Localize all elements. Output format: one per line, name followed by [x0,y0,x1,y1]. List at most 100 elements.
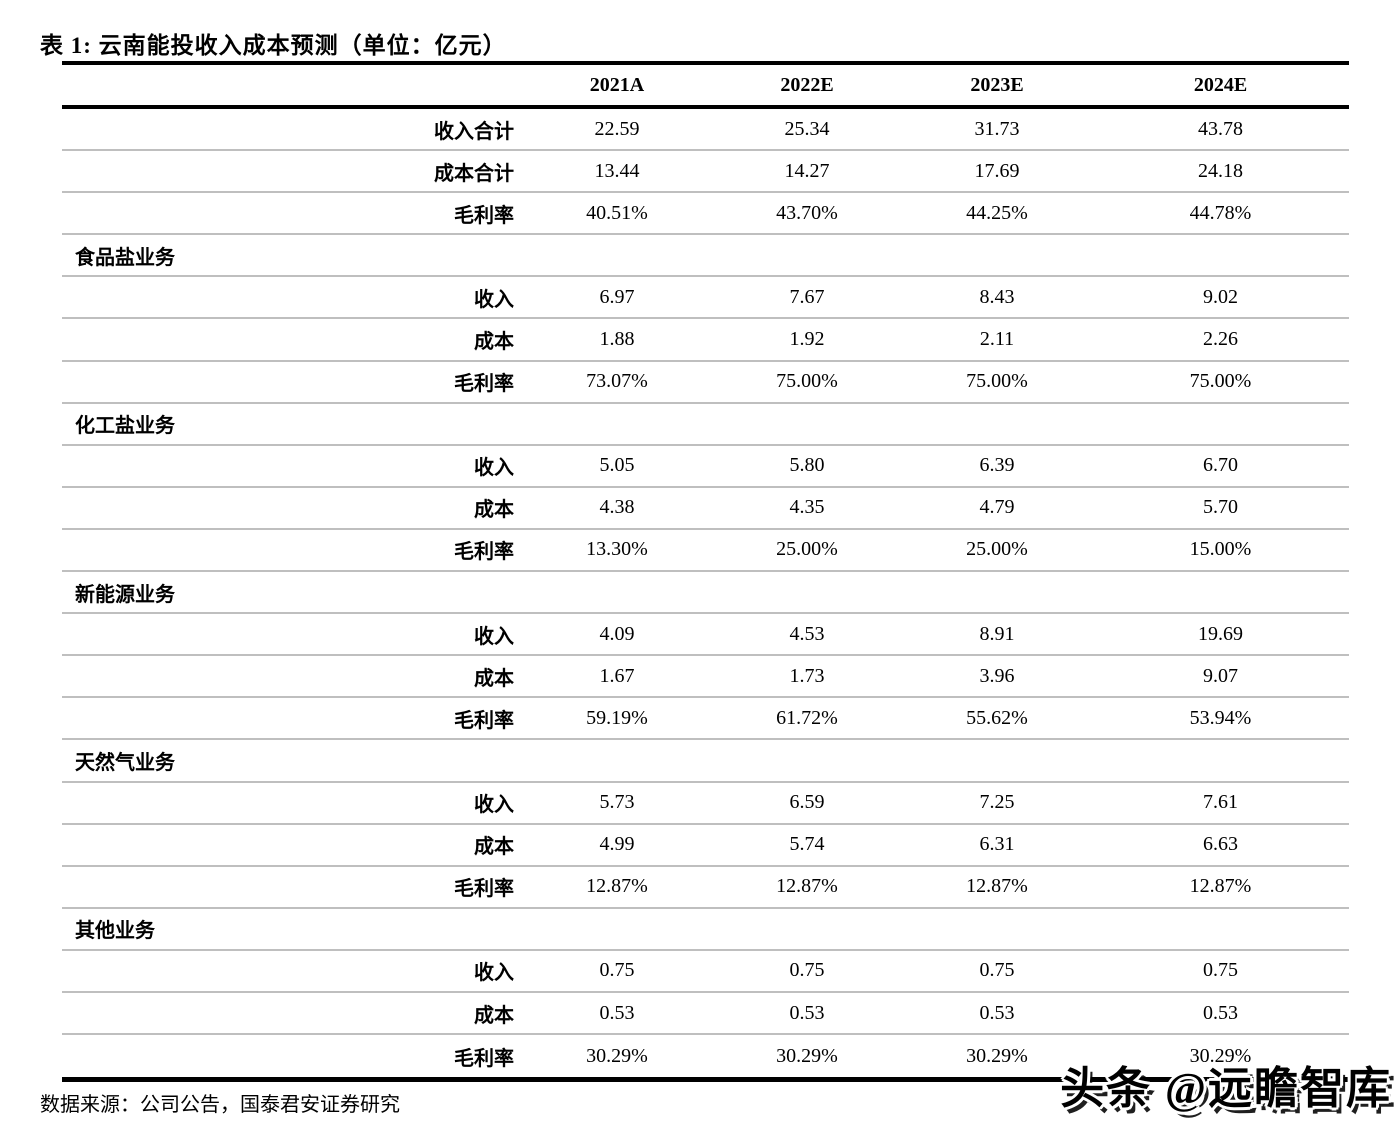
value-cell: 59.19% [586,706,648,729]
row-label: 毛利率 [454,204,514,227]
value-cell: 30.29% [586,1044,648,1067]
table-row: 收入 6.97 7.67 8.43 9.02 [62,277,1349,320]
table-row: 毛利率 12.87% 12.87% 12.87% 12.87% [62,867,1349,909]
table-row: 收入 4.09 4.53 8.91 19.69 [62,614,1349,657]
table-row: 毛利率 73.07% 75.00% 75.00% 75.00% [62,362,1349,404]
value-cell: 7.67 [789,285,825,308]
section-header-row: 天然气业务 [62,740,1349,783]
value-cell: 4.38 [599,496,635,519]
table-header-row: 2021A 2022E 2023E 2024E [62,65,1349,109]
value-cell: 6.97 [599,285,635,308]
table-title: 表 1: 云南能投收入成本预测（单位：亿元） [40,33,507,58]
value-cell: 8.43 [979,285,1015,308]
value-cell: 0.75 [1203,959,1238,982]
value-cell: 15.00% [1189,538,1252,561]
value-cell: 5.05 [599,454,635,477]
row-label: 收入 [474,962,514,985]
row-label: 收入 [474,794,514,817]
value-cell: 6.70 [1203,454,1238,477]
value-cell: 0.75 [599,959,635,982]
value-cell: 5.73 [599,791,635,814]
value-cell: 5.70 [1203,496,1238,519]
column-header-2022e: 2022E [780,73,834,96]
forecast-table: 2021A 2022E 2023E 2024E 收入合计 22.59 25.34 31… [62,61,1349,1083]
value-cell: 5.80 [789,454,825,477]
table-row: 收入 0.75 0.75 0.75 0.75 [62,951,1349,993]
column-header-2021a: 2021A [589,73,645,96]
row-label: 收入合计 [434,120,514,143]
section-header-row: 其他业务 [62,909,1349,951]
value-cell: 43.70% [776,201,838,224]
value-cell: 6.31 [979,833,1015,856]
row-label: 成本 [474,331,514,354]
section-header-row: 食品盐业务 [62,235,1349,278]
value-cell: 0.53 [599,1001,635,1024]
section-name: 其他业务 [75,920,155,943]
value-cell: 75.00% [1189,370,1252,393]
value-cell: 13.30% [586,538,648,561]
value-cell: 12.87% [586,875,648,898]
row-label: 毛利率 [454,878,514,901]
table-row: 毛利率 13.30% 25.00% 25.00% 15.00% [62,530,1349,573]
value-cell: 0.75 [979,959,1015,982]
value-cell: 6.63 [1203,833,1238,856]
value-cell: 4.99 [599,833,635,856]
value-cell: 1.88 [599,328,635,351]
table-body: 收入合计 22.59 25.34 31.73 43.78 成本合计 13.44 14.27 17… [62,109,1349,1077]
row-label: 成本 [474,499,514,522]
value-cell: 3.96 [979,664,1015,687]
section-name: 化工盐业务 [75,415,175,438]
value-cell: 43.78 [1198,117,1243,140]
section-name: 天然气业务 [75,751,175,774]
value-cell: 9.07 [1203,664,1238,687]
table-row: 收入 5.05 5.80 6.39 6.70 [62,446,1349,488]
value-cell: 44.25% [966,201,1028,224]
value-cell: 40.51% [586,201,648,224]
value-cell: 25.34 [784,117,830,140]
value-cell: 61.72% [776,706,838,729]
value-cell: 4.79 [979,496,1015,519]
row-label: 成本 [474,1004,514,1027]
column-header-2023e: 2023E [970,73,1024,96]
value-cell: 0.53 [789,1001,825,1024]
value-cell: 14.27 [784,159,830,182]
row-label: 成本合计 [434,162,514,185]
table-row: 成本 1.88 1.92 2.11 2.26 [62,319,1349,362]
value-cell: 1.67 [599,664,635,687]
value-cell: 19.69 [1198,622,1243,645]
value-cell: 4.35 [789,496,825,519]
value-cell: 5.74 [789,833,825,856]
table-row: 成本 4.38 4.35 4.79 5.70 [62,488,1349,530]
row-label: 成本 [474,836,514,859]
row-label: 毛利率 [454,709,514,732]
row-label: 收入 [474,625,514,648]
table-row: 成本 1.67 1.73 3.96 9.07 [62,656,1349,699]
value-cell: 6.39 [979,454,1015,477]
value-cell: 1.73 [789,664,825,687]
data-source-note: 数据来源：公司公告，国泰君安证券研究 [40,1094,400,1116]
section-header-row: 化工盐业务 [62,404,1349,446]
section-name: 新能源业务 [75,583,175,606]
row-label: 收入 [474,457,514,480]
value-cell: 7.61 [1203,791,1238,814]
value-cell: 8.91 [979,622,1015,645]
value-cell: 25.00% [966,538,1028,561]
value-cell: 13.44 [594,159,640,182]
value-cell: 55.62% [966,706,1028,729]
value-cell: 7.25 [979,791,1015,814]
section-header-row: 新能源业务 [62,572,1349,615]
table-row: 收入 5.73 6.59 7.25 7.61 [62,783,1349,825]
table-row: 成本 0.53 0.53 0.53 0.53 [62,993,1349,1036]
section-name: 食品盐业务 [75,246,175,269]
value-cell: 75.00% [966,370,1028,393]
table-row: 毛利率 40.51% 43.70% 44.25% 44.78% [62,193,1349,236]
value-cell: 30.29% [966,1044,1028,1067]
value-cell: 6.59 [789,791,825,814]
row-label: 毛利率 [454,541,514,564]
value-cell: 4.53 [789,622,825,645]
table-row: 毛利率 30.29% 30.29% 30.29% 30.29% [62,1035,1349,1077]
value-cell: 12.87% [776,875,838,898]
value-cell: 17.69 [974,159,1020,182]
value-cell: 12.87% [966,875,1028,898]
value-cell: 53.94% [1189,706,1252,729]
